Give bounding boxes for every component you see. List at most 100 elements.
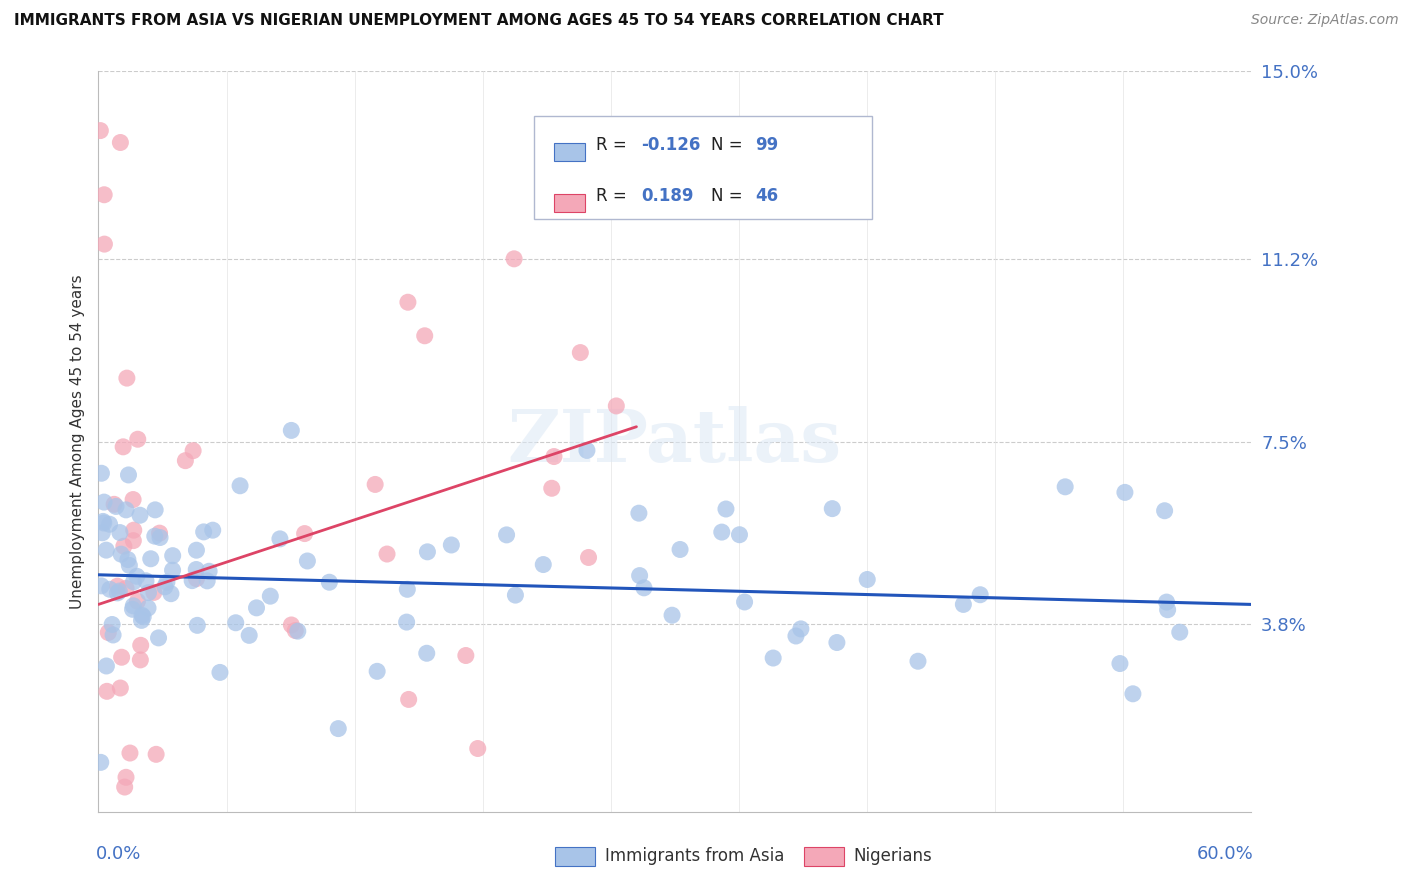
Point bbox=[138, 585, 160, 599]
Point bbox=[122, 492, 145, 507]
Point bbox=[543, 450, 565, 464]
Point bbox=[115, 582, 138, 596]
Point bbox=[762, 651, 785, 665]
Point bbox=[96, 543, 118, 558]
Point bbox=[1114, 485, 1136, 500]
Point bbox=[115, 503, 138, 517]
Point bbox=[101, 628, 124, 642]
Text: Nigerians: Nigerians bbox=[853, 847, 932, 865]
Point bbox=[398, 692, 420, 706]
Point bbox=[122, 599, 145, 613]
Point bbox=[294, 526, 316, 541]
Point bbox=[145, 747, 167, 762]
Point bbox=[245, 600, 267, 615]
Point bbox=[633, 581, 655, 595]
Point bbox=[153, 580, 176, 594]
Point bbox=[366, 665, 388, 679]
Point bbox=[790, 622, 813, 636]
Point bbox=[148, 526, 170, 541]
Point bbox=[103, 497, 125, 511]
Text: R =: R = bbox=[596, 136, 633, 153]
Point bbox=[129, 638, 152, 652]
Point bbox=[269, 532, 291, 546]
Point bbox=[98, 582, 121, 597]
Point bbox=[93, 187, 115, 202]
Point bbox=[495, 528, 517, 542]
Point bbox=[112, 539, 135, 553]
Text: 60.0%: 60.0% bbox=[1197, 845, 1254, 863]
Point bbox=[129, 508, 152, 523]
Y-axis label: Unemployment Among Ages 45 to 54 years: Unemployment Among Ages 45 to 54 years bbox=[69, 274, 84, 609]
Point bbox=[284, 624, 307, 638]
Point bbox=[162, 563, 184, 577]
Point bbox=[143, 529, 166, 543]
Point bbox=[198, 564, 221, 578]
Point bbox=[139, 551, 162, 566]
Point bbox=[132, 609, 155, 624]
Point bbox=[540, 481, 562, 495]
Point bbox=[142, 585, 165, 599]
Point bbox=[1153, 504, 1175, 518]
Point bbox=[952, 598, 974, 612]
Point bbox=[229, 479, 252, 493]
Point bbox=[114, 780, 136, 794]
Point bbox=[93, 516, 115, 530]
Point bbox=[110, 547, 132, 561]
Point bbox=[181, 443, 204, 458]
Point bbox=[118, 746, 141, 760]
Point bbox=[1156, 595, 1178, 609]
Point bbox=[110, 136, 132, 150]
Point bbox=[297, 554, 319, 568]
Point bbox=[135, 574, 157, 588]
Point bbox=[122, 523, 145, 537]
Point bbox=[186, 562, 208, 576]
Point bbox=[661, 608, 683, 623]
Point bbox=[628, 568, 651, 582]
Point bbox=[108, 525, 131, 540]
Point bbox=[148, 631, 170, 645]
Point bbox=[89, 123, 111, 137]
Point bbox=[280, 424, 302, 438]
Point bbox=[569, 345, 592, 359]
Point bbox=[186, 572, 208, 586]
Text: Immigrants from Asia: Immigrants from Asia bbox=[605, 847, 785, 865]
Point bbox=[856, 573, 879, 587]
Point bbox=[287, 624, 309, 639]
Point bbox=[605, 399, 627, 413]
Point bbox=[93, 495, 115, 509]
Text: -0.126: -0.126 bbox=[641, 136, 700, 153]
Point bbox=[125, 569, 148, 583]
Text: ZIPatlas: ZIPatlas bbox=[508, 406, 842, 477]
Text: R =: R = bbox=[596, 187, 633, 205]
Point bbox=[825, 635, 848, 649]
Point bbox=[90, 756, 112, 770]
Point bbox=[122, 574, 145, 589]
Point bbox=[328, 722, 350, 736]
Point bbox=[440, 538, 463, 552]
Point bbox=[162, 549, 184, 563]
Text: Source: ZipAtlas.com: Source: ZipAtlas.com bbox=[1251, 13, 1399, 28]
Text: 99: 99 bbox=[755, 136, 779, 153]
Text: N =: N = bbox=[711, 136, 748, 153]
Point bbox=[710, 525, 733, 540]
Point bbox=[195, 574, 218, 588]
Point bbox=[416, 646, 439, 660]
Point bbox=[105, 586, 128, 600]
Point bbox=[1168, 625, 1191, 640]
Point bbox=[669, 542, 692, 557]
Point bbox=[143, 503, 166, 517]
Point bbox=[531, 558, 554, 572]
Point bbox=[118, 558, 141, 573]
Point bbox=[578, 550, 600, 565]
Point bbox=[136, 601, 159, 615]
Point bbox=[110, 681, 132, 695]
Text: IMMIGRANTS FROM ASIA VS NIGERIAN UNEMPLOYMENT AMONG AGES 45 TO 54 YEARS CORRELAT: IMMIGRANTS FROM ASIA VS NIGERIAN UNEMPLO… bbox=[14, 13, 943, 29]
Point bbox=[112, 440, 135, 454]
Point bbox=[91, 525, 114, 540]
Point bbox=[395, 615, 418, 629]
Point bbox=[454, 648, 477, 663]
Point bbox=[96, 659, 118, 673]
Point bbox=[1122, 687, 1144, 701]
Point bbox=[503, 252, 526, 266]
Point bbox=[108, 584, 131, 599]
